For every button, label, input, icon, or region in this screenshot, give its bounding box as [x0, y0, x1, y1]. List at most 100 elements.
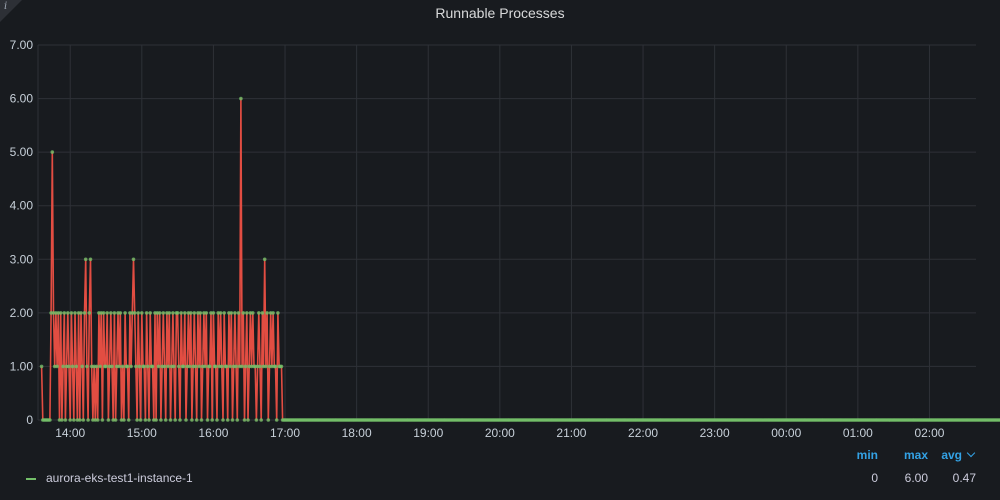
data-point	[81, 418, 86, 422]
data-point	[279, 364, 284, 369]
data-point	[245, 311, 249, 315]
data-point	[159, 418, 163, 422]
series-group	[39, 96, 1000, 422]
data-point	[241, 311, 246, 315]
legend-row[interactable]: aurora-eks-test1-instance-1 0 6.00 0.47	[0, 471, 1000, 487]
data-point	[85, 364, 89, 369]
data-point	[178, 418, 182, 422]
data-point	[72, 418, 76, 422]
data-point	[82, 311, 87, 315]
data-point	[70, 364, 75, 369]
data-point	[273, 364, 278, 369]
data-point	[67, 364, 71, 369]
data-point	[79, 311, 83, 315]
data-point	[235, 418, 240, 422]
info-icon[interactable]: i	[4, 1, 8, 12]
data-point	[106, 418, 111, 422]
y-tick-label: 3.00	[10, 252, 34, 266]
data-point	[204, 311, 209, 315]
data-point	[129, 364, 133, 369]
legend-header-max[interactable]: max	[903, 448, 928, 462]
data-point	[63, 418, 68, 422]
data-point	[225, 418, 230, 422]
data-point	[260, 311, 265, 315]
y-tick-label: 1.00	[10, 359, 34, 373]
x-tick-label: 19:00	[413, 426, 443, 440]
data-point	[166, 364, 170, 369]
data-point	[236, 311, 241, 315]
y-tick-label: 5.00	[10, 145, 34, 159]
data-point	[142, 364, 146, 369]
data-point	[147, 418, 151, 422]
panel-title[interactable]: Runnable Processes	[435, 5, 565, 21]
legend-header-min[interactable]: min	[856, 448, 878, 462]
data-point	[98, 364, 102, 369]
data-point	[220, 364, 224, 369]
data-point	[193, 364, 198, 369]
data-point	[146, 364, 150, 369]
data-point	[88, 257, 93, 262]
data-point	[83, 257, 88, 262]
legend: min max avg aurora-eks-test1-instance-1 …	[0, 440, 1000, 500]
data-point	[221, 418, 225, 422]
x-tick-label: 16:00	[198, 426, 228, 440]
panel-info-corner[interactable]	[0, 0, 22, 22]
data-point	[234, 364, 238, 369]
data-point	[144, 311, 149, 315]
data-point	[199, 418, 204, 422]
data-point	[60, 418, 64, 422]
data-point	[181, 364, 186, 369]
data-point	[117, 364, 121, 369]
data-point	[58, 311, 63, 315]
x-tick-label: 17:00	[270, 426, 300, 440]
data-point	[242, 418, 247, 422]
data-point	[39, 364, 44, 369]
data-point	[177, 364, 181, 369]
data-point	[215, 418, 219, 422]
data-point	[240, 364, 244, 369]
x-tick-label: 18:00	[342, 426, 372, 440]
data-point	[131, 257, 136, 262]
data-point	[257, 311, 261, 315]
data-point	[266, 418, 271, 422]
data-point	[135, 418, 139, 422]
data-point	[143, 418, 148, 422]
data-point	[157, 311, 162, 315]
data-point	[138, 418, 143, 422]
data-point	[87, 311, 92, 315]
data-point	[118, 311, 123, 315]
x-tick-label: 01:00	[843, 426, 873, 440]
data-point	[86, 418, 90, 422]
data-point	[194, 418, 199, 422]
data-point	[192, 311, 197, 315]
x-tick-label: 20:00	[485, 426, 515, 440]
data-point	[68, 418, 72, 422]
legend-series-name[interactable]: aurora-eks-test1-instance-1	[46, 471, 193, 485]
data-point	[211, 311, 216, 315]
data-point	[161, 311, 166, 315]
chevron-down-icon[interactable]	[966, 448, 976, 458]
data-point	[109, 311, 113, 315]
legend-header-avg[interactable]: avg	[941, 448, 962, 462]
data-point	[104, 364, 108, 369]
data-point	[222, 311, 226, 315]
data-point	[55, 364, 59, 369]
x-tick-label: 22:00	[628, 426, 658, 440]
data-point	[168, 418, 173, 422]
x-tick-label: 15:00	[127, 426, 157, 440]
y-tick-label: 7.00	[10, 38, 34, 52]
data-point	[197, 364, 201, 369]
x-tick-label: 02:00	[914, 426, 944, 440]
line-chart[interactable]: 0 1.00 2.00 3.00 4.00 5.00 6.00 7.00 14:00 15:00…	[0, 0, 1000, 440]
data-point	[69, 311, 74, 315]
data-point	[184, 418, 188, 422]
data-point	[183, 311, 187, 315]
data-point	[246, 418, 250, 422]
data-point	[262, 257, 267, 262]
data-point	[101, 311, 106, 315]
data-point	[218, 311, 223, 315]
data-point	[203, 364, 207, 369]
data-point	[94, 364, 99, 369]
data-point	[105, 311, 109, 315]
data-point	[73, 311, 77, 315]
